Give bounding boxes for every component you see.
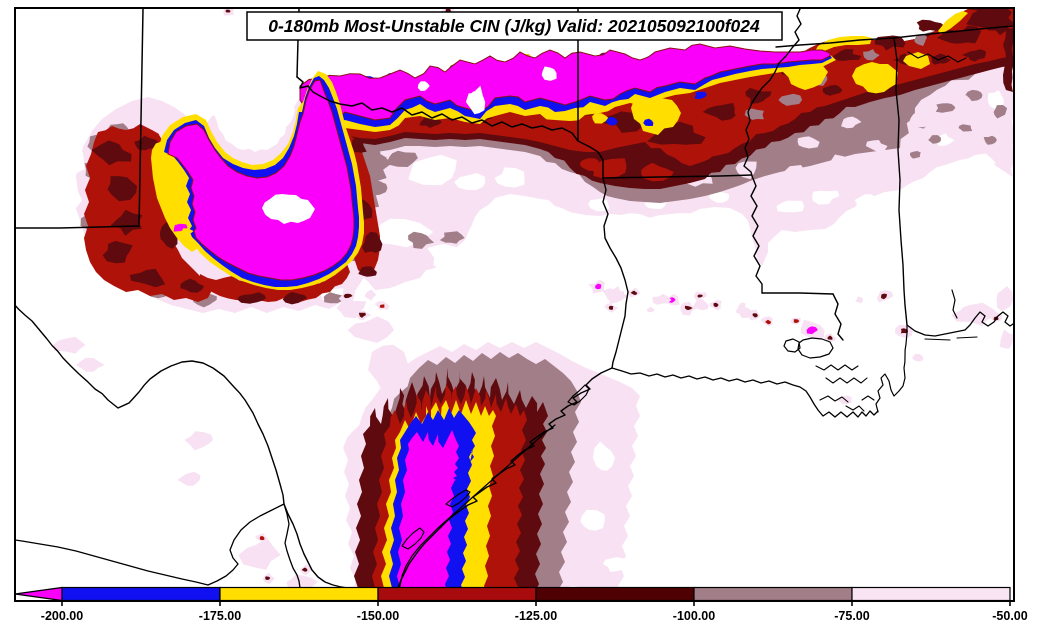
svg-text:-125.00: -125.00 <box>515 609 557 623</box>
svg-text:-100.00: -100.00 <box>673 609 715 623</box>
svg-text:0-180mb Most-Unstable CIN (J/k: 0-180mb Most-Unstable CIN (J/kg) Valid: … <box>268 16 760 36</box>
svg-text:-75.00: -75.00 <box>834 609 869 623</box>
svg-text:-150.00: -150.00 <box>357 609 399 623</box>
svg-text:-50.00: -50.00 <box>992 609 1027 623</box>
svg-text:-175.00: -175.00 <box>199 609 241 623</box>
svg-text:-200.00: -200.00 <box>41 609 83 623</box>
